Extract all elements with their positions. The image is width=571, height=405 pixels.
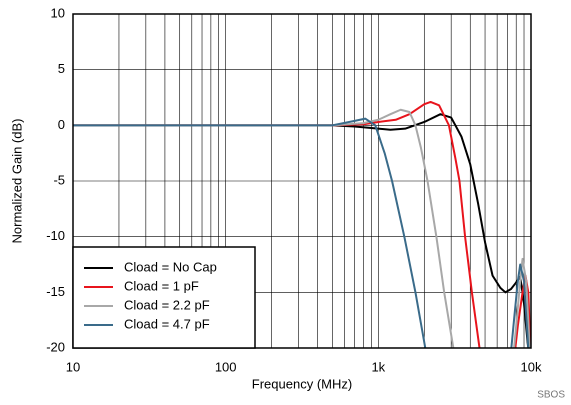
y-tick-label: 10: [51, 5, 65, 20]
x-tick-label: 10k: [521, 359, 542, 374]
y-tick-label: -10: [46, 228, 65, 243]
legend-label: Cload = 4.7 pF: [124, 316, 210, 331]
y-tick-label: -5: [53, 172, 65, 187]
annotation: SBOS: [537, 390, 565, 401]
plot-lines: [73, 100, 531, 348]
x-axis-label: Frequency (MHz): [252, 376, 352, 391]
legend-label: Cload = 2.2 pF: [124, 297, 210, 312]
legend-label: Cload = No Cap: [124, 259, 217, 274]
y-tick-label: -15: [46, 284, 65, 299]
legend-box: [72, 246, 256, 349]
y-axis-label: Normalized Gain (dB): [9, 119, 24, 244]
x-tick-label: 100: [215, 359, 237, 374]
y-tick-label: -20: [46, 339, 65, 354]
series-line: [73, 117, 530, 348]
legend-label: Cload = 1 pF: [124, 278, 199, 293]
plot-frame: [72, 13, 532, 349]
x-tick-label: 1k: [371, 359, 385, 374]
y-tick-label: 5: [58, 61, 65, 76]
x-tick-label: 10: [66, 359, 80, 374]
series-line: [73, 113, 530, 348]
y-tick-label: 0: [58, 117, 65, 132]
